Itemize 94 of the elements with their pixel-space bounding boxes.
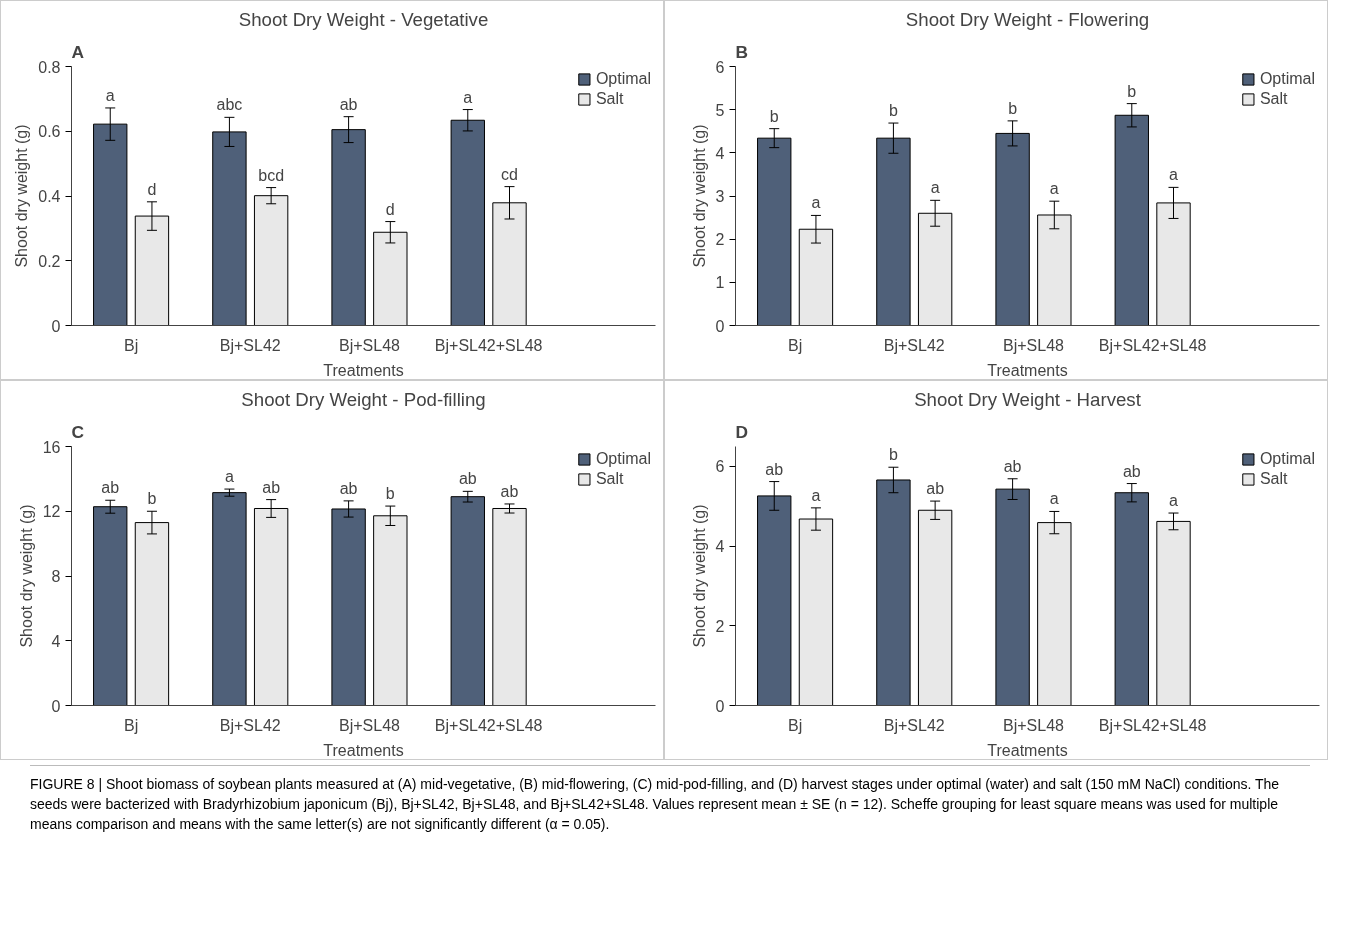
x-tick-label: Bj+SL48: [1002, 716, 1065, 734]
annotation: b: [888, 446, 898, 464]
x-axis-title: Treatments: [987, 741, 1068, 759]
x-tick-label: Bj: [123, 336, 139, 354]
x-tick-label: Bj+SL42+SL48: [434, 716, 543, 734]
annotation: a: [105, 86, 115, 104]
x-tick-label: Bj+SL42: [883, 336, 945, 354]
y-tick-label: 1: [715, 274, 725, 292]
legend-label: Optimal: [1259, 70, 1315, 88]
y-tick-label: 0: [51, 317, 61, 335]
annotation: a: [1049, 180, 1059, 198]
x-tick-label: Bj+SL42+SL48: [434, 336, 543, 354]
legend-label: Salt: [1259, 470, 1288, 488]
annotation: b: [147, 490, 157, 508]
annotation: a: [1169, 166, 1179, 184]
legend-label: Salt: [1259, 90, 1288, 108]
annotation: ab: [765, 460, 784, 478]
annotation: b: [385, 485, 395, 503]
chart-title: Shoot Dry Weight - Harvest: [914, 388, 1142, 410]
text: D: [735, 421, 749, 442]
x-tick-label: Bj+SL48: [1002, 336, 1065, 354]
annotation: b: [888, 102, 898, 120]
x-tick-label: Bj+SL48: [338, 336, 401, 354]
annotation: ab: [339, 95, 358, 113]
x-axis-title: Treatments: [323, 741, 404, 759]
y-axis-title: Shoot dry weight (g): [13, 124, 31, 268]
y-tick-label: 0: [51, 697, 61, 715]
annotation: a: [1049, 490, 1059, 508]
annotation: a: [930, 179, 940, 197]
annotation: a: [224, 468, 234, 486]
y-tick-label: 12: [42, 503, 61, 521]
annotation: d: [147, 180, 157, 198]
y-tick-label: 2: [715, 617, 725, 635]
x-tick-label: Bj+SL42+SL48: [1098, 716, 1207, 734]
annotation: ab: [1003, 457, 1022, 475]
annotation: ab: [458, 470, 477, 488]
y-tick-label: 5: [715, 101, 725, 119]
legend-label: Salt: [595, 90, 624, 108]
y-tick-label: 0.6: [38, 123, 61, 141]
annotation: a: [811, 194, 821, 212]
legend-label: Optimal: [1259, 450, 1315, 468]
y-axis-title: Shoot dry weight (g): [690, 124, 708, 268]
annotation: a: [811, 486, 821, 504]
annotation: b: [769, 107, 779, 125]
x-tick-label: Bj+SL42: [219, 716, 281, 734]
y-axis-title: Shoot dry weight (g): [17, 504, 35, 648]
annotation: ab: [262, 478, 281, 496]
x-axis-title: Treatments: [323, 361, 404, 379]
caption: FIGURE 8 | Shoot biomass of soybean plants measured at (A) mid-vegetative, (B) mid-flowering, (C) mid-pod-filling, and (D) harvest stages under optimal (water) and salt (150 mM NaCl) conditions. The seeds were bacterized with Bradyrhizobium japonicum (Bj), Bj+SL42, Bj+SL48, and Bj+SL42+SL48. Values represent mean ± SE (n = 12). Scheffe grouping for least square means was used for multiple means comparison and means with the same letter(s) are not significantly different (α = 0.05).: [30, 775, 1281, 834]
y-tick-label: 8: [51, 568, 61, 585]
x-tick-label: Bj: [787, 336, 803, 354]
text: A: [71, 41, 85, 62]
y-tick-label: 0.4: [38, 188, 61, 205]
x-tick-label: Bj: [787, 716, 803, 734]
legend-label: Salt: [595, 470, 624, 488]
annotation: a: [463, 88, 473, 106]
y-tick-label: 6: [715, 58, 725, 76]
y-tick-label: 16: [42, 438, 61, 456]
chart-title: Shoot Dry Weight - Pod-filling: [241, 388, 486, 410]
x-tick-label: Bj+SL42: [883, 716, 945, 734]
legend-label: Optimal: [595, 70, 651, 88]
annotation: ab: [339, 479, 358, 497]
y-axis-title: Shoot dry weight (g): [690, 504, 708, 648]
y-tick-label: 0.8: [38, 58, 61, 76]
x-tick-label: Bj+SL42+SL48: [1098, 336, 1207, 354]
y-tick-label: 4: [715, 144, 725, 162]
x-tick-label: Bj+SL48: [338, 716, 401, 734]
annotation: ab: [101, 479, 120, 497]
y-tick-label: 0: [715, 317, 725, 335]
annotation: b: [1127, 82, 1137, 100]
annotation: bcd: [258, 166, 285, 184]
annotation: ab: [1122, 462, 1141, 480]
y-tick-label: 0.2: [38, 252, 61, 270]
annotation: cd: [501, 165, 518, 183]
annotation: a: [1169, 492, 1179, 510]
y-tick-label: 0: [715, 697, 725, 715]
annotation: abc: [216, 96, 243, 114]
legend-label: Optimal: [595, 450, 651, 468]
x-tick-label: Bj+SL42: [219, 336, 281, 354]
y-tick-label: 4: [51, 632, 61, 650]
annotation: d: [385, 200, 395, 218]
text: C: [71, 421, 85, 442]
annotation: ab: [926, 480, 945, 498]
y-tick-label: 3: [715, 188, 725, 205]
chart-title: Shoot Dry Weight - Flowering: [905, 8, 1150, 30]
y-tick-label: 6: [715, 458, 725, 476]
annotation: ab: [500, 482, 519, 500]
y-tick-label: 4: [715, 538, 725, 556]
y-tick-label: 2: [715, 231, 725, 249]
x-axis-title: Treatments: [987, 361, 1068, 379]
x-tick-label: Bj: [123, 716, 139, 734]
annotation: b: [1008, 99, 1018, 117]
chart-title: Shoot Dry Weight - Vegetative: [238, 8, 489, 30]
text: B: [735, 41, 749, 62]
